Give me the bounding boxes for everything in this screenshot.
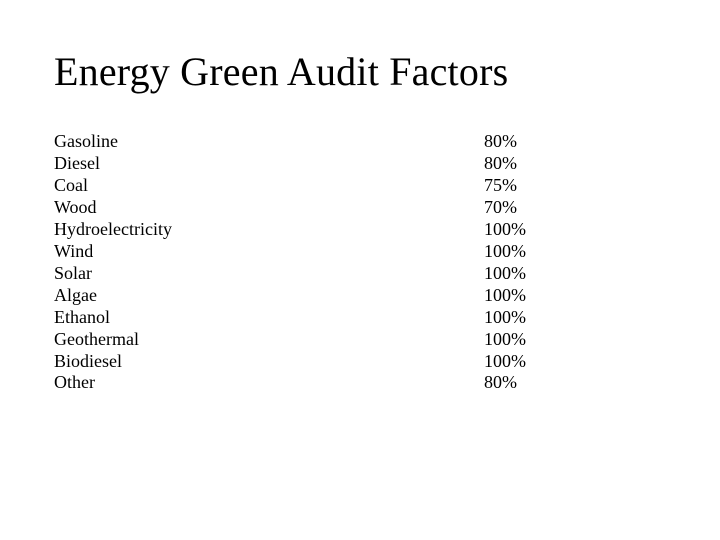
factor-label: Gasoline [54,131,484,153]
factor-value: 100% [484,263,604,285]
factor-value: 100% [484,329,604,351]
factor-value: 80% [484,372,604,394]
factor-value: 100% [484,351,604,373]
factor-label: Solar [54,263,484,285]
factor-value: 100% [484,219,604,241]
factor-label: Wood [54,197,484,219]
page-title: Energy Green Audit Factors [54,48,666,95]
factor-value: 70% [484,197,604,219]
factor-label: Biodiesel [54,351,484,373]
factors-table: Gasoline Diesel Coal Wood Hydroelectrici… [54,131,666,394]
factor-value: 75% [484,175,604,197]
factor-label: Algae [54,285,484,307]
factor-label: Hydroelectricity [54,219,484,241]
labels-column: Gasoline Diesel Coal Wood Hydroelectrici… [54,131,484,394]
factor-value: 100% [484,241,604,263]
factor-label: Wind [54,241,484,263]
values-column: 80% 80% 75% 70% 100% 100% 100% 100% 100%… [484,131,604,394]
factor-label: Other [54,372,484,394]
factor-value: 80% [484,153,604,175]
factor-value: 80% [484,131,604,153]
factor-label: Geothermal [54,329,484,351]
factor-label: Coal [54,175,484,197]
slide: Energy Green Audit Factors Gasoline Dies… [0,0,720,540]
factor-label: Diesel [54,153,484,175]
factor-value: 100% [484,307,604,329]
factor-label: Ethanol [54,307,484,329]
factor-value: 100% [484,285,604,307]
